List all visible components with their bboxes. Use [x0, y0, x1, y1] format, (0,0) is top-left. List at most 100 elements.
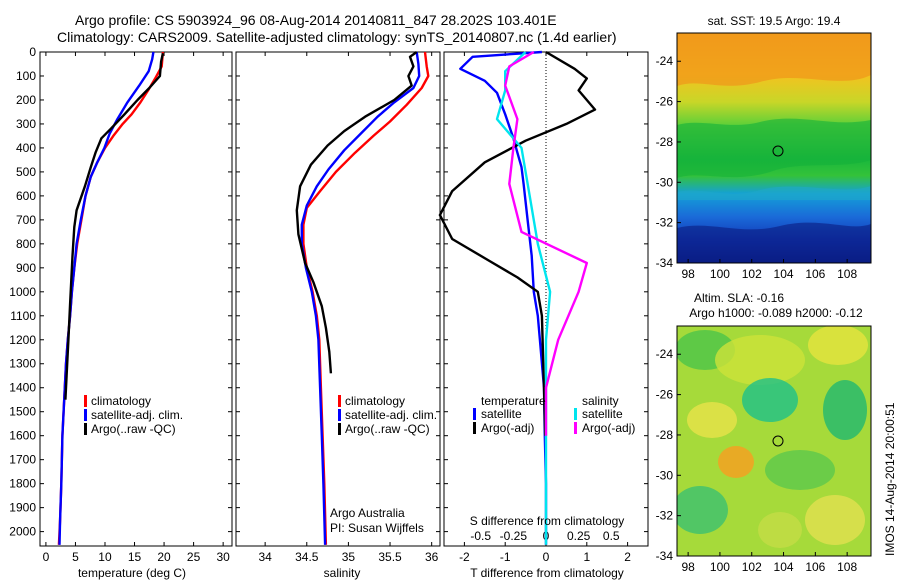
map-x-tick-label: 100	[710, 267, 730, 281]
legend-swatch-t-satellite	[473, 408, 476, 420]
map-x-tick-label: 108	[837, 267, 857, 281]
difference-legend: temperature salinity satellite Argo(-adj…	[473, 394, 635, 435]
depth-tick-label: 1900	[9, 501, 36, 515]
map-y-tick-label: -24	[656, 54, 674, 68]
legend-label-climatology: climatology	[345, 394, 405, 408]
legend-label-satellite: satellite-adj. clim.	[91, 408, 183, 422]
legend-swatch-argo	[84, 423, 87, 435]
series-line-satellite	[300, 51, 421, 545]
x-tick-label: 0	[43, 550, 50, 564]
depth-tick-label: 0	[29, 45, 36, 59]
x-tick-label: 34.5	[295, 550, 319, 564]
series-line-argo	[295, 51, 418, 374]
map-x-tick-label: 98	[681, 560, 695, 574]
map-x-tick-label: 104	[774, 267, 794, 281]
legend-header-salinity: salinity	[582, 394, 619, 408]
legend-swatch-climatology	[338, 395, 341, 407]
map-y-tick-label: -30	[656, 468, 674, 482]
depth-tick-label: 200	[16, 93, 36, 107]
x-tick-label: 1	[583, 550, 590, 564]
depth-tick-label: 800	[16, 237, 36, 251]
map-y-tick-label: -34	[656, 549, 674, 563]
sla-warm-eddy	[718, 446, 754, 478]
sla-patch	[758, 512, 802, 548]
series-line-salinity-sal_satellite	[495, 51, 552, 545]
header-title-line1: Argo profile: CS 5903924_96 08-Aug-2014 …	[75, 12, 557, 28]
x-tick-label: 15	[128, 550, 142, 564]
x-tick-label: -2	[459, 550, 470, 564]
sla-map-frame	[676, 325, 872, 557]
x-tick-label: 2	[624, 550, 631, 564]
depth-tick-label: 1400	[9, 381, 36, 395]
x-tick-label: -1	[500, 550, 511, 564]
legend-label-s-satellite: satellite	[582, 407, 623, 421]
x-tick-label: 0	[543, 550, 550, 564]
map-x-tick-label: 108	[837, 560, 857, 574]
sla-patch	[823, 380, 867, 440]
s-tick-label: 0.5	[603, 529, 620, 543]
s-tick-label: -0.5	[470, 529, 491, 543]
map-x-tick-label: 106	[805, 560, 825, 574]
header-title-line2: Climatology: CARS2009. Satellite-adjuste…	[57, 29, 617, 45]
depth-tick-label: 1800	[9, 477, 36, 491]
sla-patch	[687, 402, 737, 438]
legend-label-argo: Argo(..raw -QC)	[91, 422, 176, 436]
x-tick-label: 36	[425, 550, 439, 564]
x-tick-label: 20	[157, 550, 171, 564]
legend-label-satellite: satellite-adj. clim.	[345, 408, 437, 422]
sla-patch	[742, 378, 798, 422]
map-y-tick-label: -28	[656, 428, 674, 442]
temperature-axis-label: temperature (deg C)	[78, 566, 186, 580]
map-y-tick-label: -32	[656, 509, 674, 523]
sla-map-axes: 98 100 102 104 106 108 -24 -26 -28 -30 -32 -34	[656, 347, 858, 574]
x-tick-label: 30	[216, 550, 230, 564]
legend-swatch-satellite	[84, 409, 87, 421]
sla-map	[676, 325, 872, 557]
legend-swatch-t-argo	[473, 422, 476, 434]
sla-argo-position-marker	[772, 435, 784, 447]
legend-label-argo: Argo(..raw -QC)	[345, 422, 430, 436]
credit-line2: PI: Susan Wijffels	[330, 521, 424, 535]
map-x-tick-label: 100	[710, 560, 730, 574]
plot-frame	[39, 51, 233, 547]
map-y-tick-label: -28	[656, 135, 674, 149]
x-tick-label: 5	[72, 550, 79, 564]
map-x-tick-label: 102	[742, 267, 762, 281]
sst-map-frame	[676, 32, 872, 264]
sst-warm-tongue	[677, 33, 871, 86]
x-tick-label: 35	[342, 550, 356, 564]
depth-tick-label: 1200	[9, 333, 36, 347]
sst-argo-position-marker	[772, 145, 784, 157]
t-difference-axis-label: T difference from climatology	[470, 566, 624, 580]
depth-tick-label: 100	[16, 69, 36, 83]
series-line-argo	[64, 52, 165, 400]
map-x-tick-label: 102	[742, 560, 762, 574]
legend-swatch-argo	[338, 423, 341, 435]
sla-map-title-line2: Argo h1000: -0.089 h2000: -0.12	[689, 306, 863, 320]
depth-tick-label: 300	[16, 117, 36, 131]
depth-tick-label: 1700	[9, 453, 36, 467]
map-y-tick-label: -26	[656, 388, 674, 402]
temperature-panel: 0100200300400500600700800900100011001200…	[9, 45, 233, 564]
series-line-temperature-argo	[438, 50, 597, 436]
depth-tick-label: 500	[16, 165, 36, 179]
depth-tick-label: 1500	[9, 405, 36, 419]
depth-tick-label: 2000	[9, 525, 36, 539]
sla-patch	[677, 486, 728, 534]
depth-tick-label: 900	[16, 261, 36, 275]
salinity-axis-label: salinity	[324, 566, 361, 580]
legend-swatch-s-satellite	[574, 408, 577, 420]
sla-map-structure	[677, 326, 868, 548]
temperature-legend: climatology satellite-adj. clim. Argo(..…	[84, 394, 183, 436]
sla-patch	[715, 335, 805, 385]
sla-map-title-line1: Altim. SLA: -0.16	[694, 291, 784, 305]
timestamp: IMOS 14-Aug-2014 20:00:51	[883, 402, 897, 556]
map-x-tick-label: 106	[805, 267, 825, 281]
plot-frame	[235, 51, 441, 547]
map-x-tick-label: 98	[681, 267, 695, 281]
s-difference-axis-label: S difference from climatology	[470, 514, 625, 528]
sst-map-title: sat. SST: 19.5 Argo: 19.4	[708, 14, 841, 28]
legend-label-s-argo: Argo(-adj)	[582, 421, 635, 435]
depth-tick-label: 1000	[9, 285, 36, 299]
